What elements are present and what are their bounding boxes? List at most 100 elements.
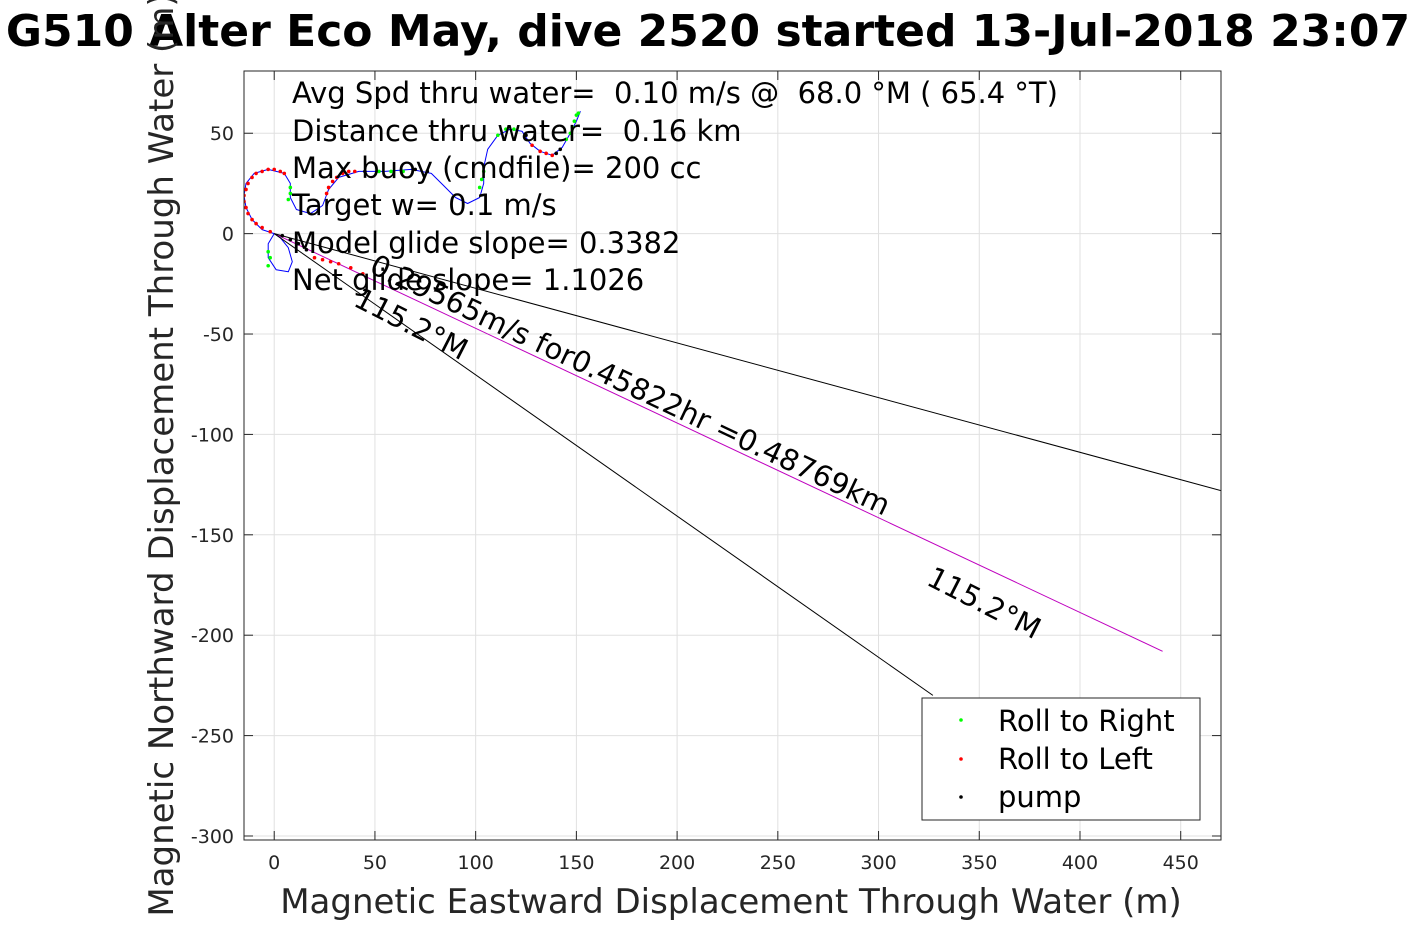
pump-point [413,167,418,172]
y-tick-label: -200 [191,625,234,647]
x-axis-ticks: 0 50 100 150 200 250 300 350 400 450 [268,71,1199,874]
roll-left-point [268,229,272,234]
roll-left-point [538,149,542,154]
pump-point [363,169,367,174]
x-tick-label: 200 [659,852,695,874]
roll-right-point [570,125,575,130]
roll-left-point [260,169,264,174]
roll-right-point [266,249,270,254]
roll-right-point [576,111,581,115]
pump-point [554,151,559,156]
x-tick-label: 450 [1163,852,1199,874]
roll-left-point [352,169,357,174]
pump-point [304,247,309,252]
roll-left-point [530,143,534,148]
pump-point [280,233,285,238]
pump-point [288,237,293,242]
legend-label-roll-right: Roll to Right [998,704,1175,738]
roll-left-point [361,271,365,276]
track-loop-line [267,233,293,273]
data-series [244,111,1221,696]
x-tick-label: 50 [363,852,387,874]
roll-right-point [377,169,381,174]
roll-left-point [334,175,339,180]
roll-right-point [401,169,405,174]
roll-right-point [481,169,486,174]
roll-right-point [568,131,573,136]
roll-left-point [272,167,277,172]
roll-left-point [326,185,331,190]
roll-left-point [544,151,548,156]
annotation-distance: Distance thru water= 0.16 km [292,114,742,148]
roll-right-point [288,185,293,190]
legend: Roll to Right Roll to Left pump [921,697,1201,821]
legend-label-roll-left: Roll to Left [998,742,1153,776]
x-tick-label: 100 [458,852,494,874]
annotation-avg-speed: Avg Spd thru water= 0.10 m/s @ 68.0 °M (… [292,76,1058,110]
roll-left-point [312,255,317,260]
roll-left-point [246,211,250,216]
legend-marker-roll-left [959,757,963,761]
roll-left-point [320,257,325,262]
roll-right-point [572,119,577,123]
x-tick-label: 0 [268,852,280,874]
pump-point [558,147,563,152]
roll-left-point [324,191,329,196]
x-tick-label: 400 [1062,852,1098,874]
track-line [244,111,581,235]
legend-label-pump: pump [998,780,1081,814]
stats-annotations: Avg Spd thru water= 0.10 m/s @ 68.0 °M (… [291,76,1058,297]
roll-right-point [496,133,500,138]
pump-point [425,169,430,174]
legend-marker-pump [959,795,963,799]
roll-left-point [254,171,258,176]
roll-left-point [346,169,351,174]
roll-left-point [250,175,254,180]
y-tick-label: -100 [191,424,234,446]
roll-right-point [389,169,393,174]
roll-right-point [268,255,272,260]
y-axis-label: Magnetic Northward Displacement Through … [142,0,182,917]
y-tick-label: -300 [191,826,234,848]
roll-left-point [246,181,250,186]
y-axis-ticks: 50 0 -50 -100 -150 -200 -250 -300 [191,123,1221,848]
roll-left-point [348,265,353,270]
roll-right-point [564,137,569,142]
pump-point [524,133,528,138]
y-tick-label: -250 [191,726,234,748]
roll-left-point [282,171,287,176]
annotation-target-w: Target w= 0.1 m/s [291,188,557,222]
y-tick-label: -150 [191,525,234,547]
x-tick-label: 250 [760,852,796,874]
x-tick-label: 350 [961,852,997,874]
roll-left-point [254,221,258,226]
annotation-max-buoy: Max buoy (cmdfile)= 200 cc [292,151,701,185]
x-tick-label: 150 [558,852,594,874]
annotation-model-glide-slope: Model glide slope= 0.3382 [292,226,680,260]
roll-left-point [278,169,283,174]
roll-left-point [244,205,248,210]
roll-left-point [266,167,270,172]
roll-left-point [550,153,555,158]
roll-right-point [266,263,270,268]
roll-left-point [250,217,254,222]
roll-right-point [512,127,516,132]
roll-right-point [477,185,482,190]
chart-title: G510 Alter Eco May, dive 2520 started 13… [6,6,1410,57]
ref-upper-line [274,233,1221,492]
legend-box [921,697,1201,821]
current-drift-line [273,233,1163,652]
roll-right-point [286,197,291,202]
roll-left-point [336,261,341,266]
legend-marker-roll-right [959,718,963,722]
y-tick-label: 50 [210,123,234,145]
roll-right-point [479,177,484,182]
roll-left-point [328,259,333,264]
ref-lower-line [273,233,934,696]
roll-right-point [504,127,508,132]
annotation-net-glide-slope: Net glide slope= 1.1026 [292,263,644,297]
roll-left-point [260,225,264,230]
roll-right-point [288,191,293,196]
roll-left-point [330,179,335,184]
y-tick-label: -50 [203,324,234,346]
